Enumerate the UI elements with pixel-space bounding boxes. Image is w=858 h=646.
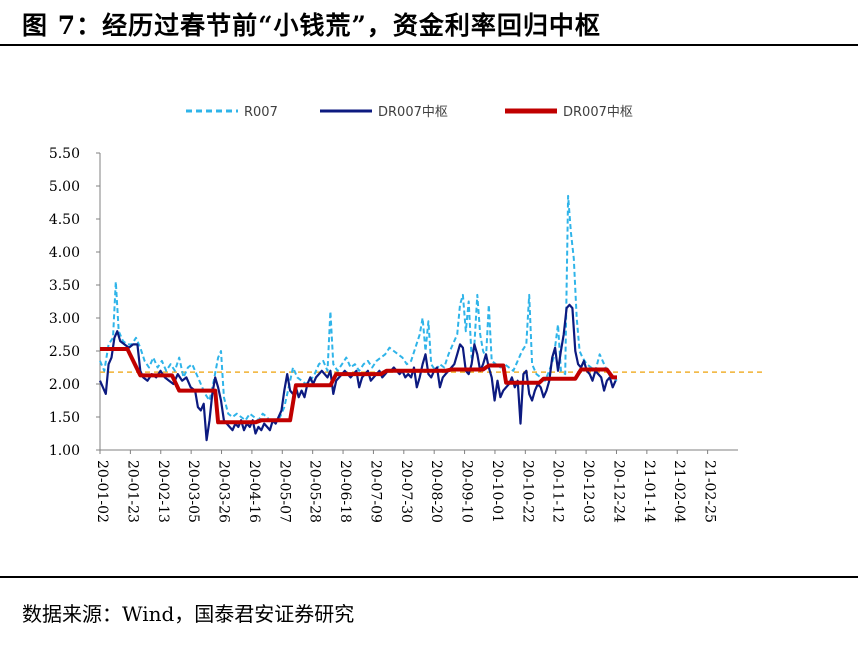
y-tick-label: 2.00: [49, 377, 80, 393]
x-tick-label: 20-10-01: [489, 460, 505, 523]
x-tick-label: 20-11-12: [550, 460, 566, 523]
x-tick-label: 20-12-03: [580, 460, 596, 523]
legend-label-r007: R007: [244, 105, 278, 120]
x-tick-label: 20-01-23: [124, 460, 140, 523]
x-tick-label: 20-03-05: [185, 460, 201, 523]
x-tick-label: 20-05-07: [276, 460, 292, 523]
y-tick-label: 1.50: [49, 410, 80, 426]
y-tick-label: 3.50: [49, 278, 80, 294]
x-tick-label: 20-06-18: [337, 460, 353, 523]
x-tick-label: 20-05-28: [307, 460, 323, 523]
series-dr007-center: [100, 347, 617, 425]
y-axis: 1.00 1.50 2.00 2.50 3.00 3.50 4.00 4.50 5.00 5.50: [49, 146, 101, 459]
data-source: 数据来源：Wind，国泰君安证券研究: [22, 602, 355, 626]
x-tick-label: 21-01-14: [641, 460, 657, 523]
y-tick-label: 1.00: [49, 443, 80, 459]
legend-label-center: DR007中枢: [563, 105, 633, 120]
x-tick-label: 20-07-09: [367, 460, 383, 523]
x-tick-label: 20-09-10: [459, 460, 475, 523]
y-tick-label: 5.50: [49, 146, 80, 162]
x-tick-label: 20-12-24: [610, 460, 626, 523]
y-tick-label: 5.00: [49, 179, 80, 195]
top-rule: [0, 44, 858, 46]
x-tick-label: 21-02-04: [671, 460, 687, 523]
series-r007: [99, 194, 618, 425]
x-axis: 20-01-02 20-01-23 20-02-13 20-03-05 20-03-26…: [94, 449, 738, 523]
legend-label-dr007: DR007中枢: [378, 105, 448, 120]
chart-legend: R007 DR007中枢 DR007中枢: [186, 105, 633, 120]
x-tick-label: 20-03-26: [216, 460, 232, 523]
x-tick-label: 20-08-20: [428, 460, 444, 523]
x-tick-label: 20-01-02: [94, 460, 110, 523]
x-tick-label: 20-10-22: [519, 460, 535, 523]
y-tick-label: 4.50: [49, 212, 80, 228]
plot-area: [98, 194, 618, 442]
x-tick-label: 20-02-13: [155, 460, 171, 523]
x-tick-label: 20-07-30: [398, 460, 414, 523]
figure-title: 图 7：经历过春节前“小钱荒”，资金利率回归中枢: [22, 11, 601, 40]
y-tick-label: 2.50: [49, 344, 80, 360]
bottom-rule: [0, 576, 858, 578]
x-tick-label: 21-02-25: [702, 460, 718, 523]
y-tick-label: 3.00: [49, 311, 80, 327]
chart: R007 DR007中枢 DR007中枢 1.00 1.50 2.00 2.50 3.00 3…: [49, 105, 766, 523]
x-tick-label: 20-04-16: [246, 460, 262, 523]
y-tick-label: 4.00: [49, 245, 80, 261]
